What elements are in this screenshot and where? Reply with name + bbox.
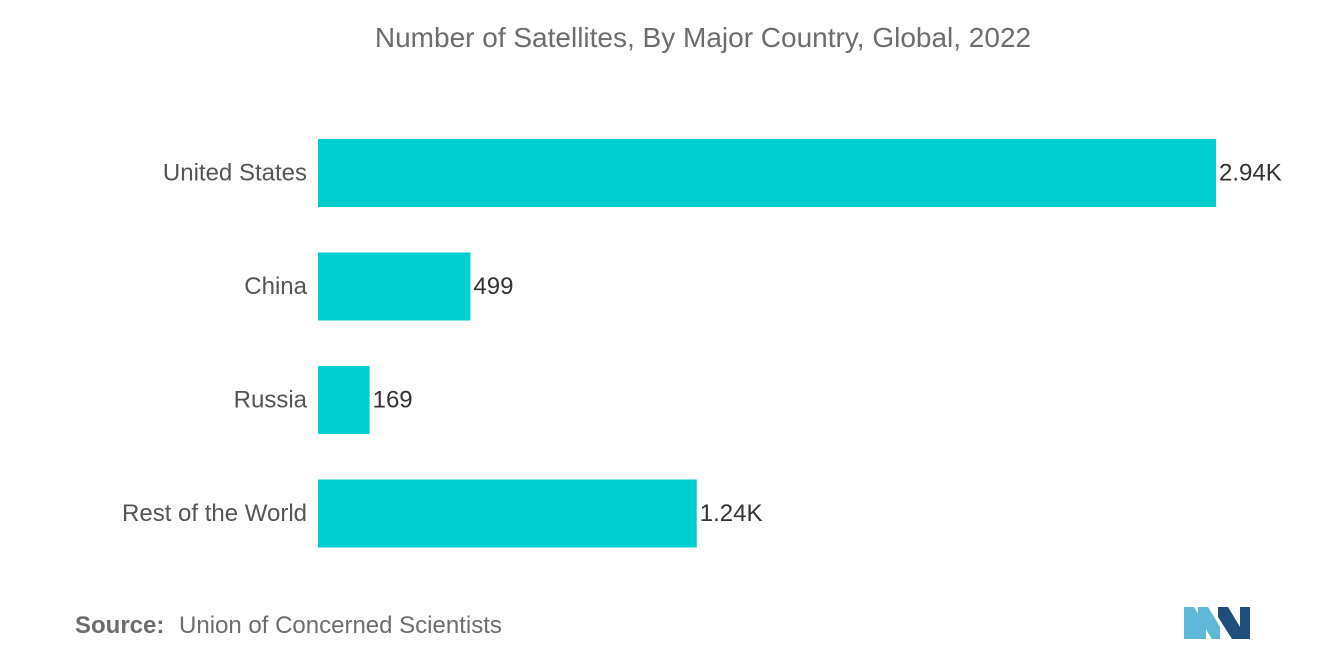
- bar-russia: [318, 366, 370, 434]
- bar-united-states: [318, 139, 1216, 207]
- value-label: 169: [373, 387, 413, 414]
- bar-chart: United States 2.94K China 499 Russia 169 Rest …: [122, 139, 1282, 548]
- value-label: 1.24K: [700, 500, 763, 527]
- chart-title: Number of Satellites, By Major Country, …: [374, 22, 1032, 53]
- category-label: Rest of the World: [122, 500, 307, 527]
- value-label: 2.94K: [1219, 160, 1282, 187]
- category-label: United States: [163, 160, 307, 187]
- bar-rest-of-the-world: [318, 479, 697, 548]
- value-label: 499: [473, 273, 513, 300]
- category-label: China: [244, 273, 307, 300]
- category-label: Russia: [234, 387, 308, 414]
- source-note: Source: Union of Concerned Scientists: [75, 612, 502, 640]
- source-text: Union of Concerned Scientists: [179, 612, 502, 639]
- source-label: Source:: [75, 612, 165, 639]
- bar-china: [318, 252, 471, 321]
- mordor-intelligence-logo-icon: [1184, 607, 1250, 639]
